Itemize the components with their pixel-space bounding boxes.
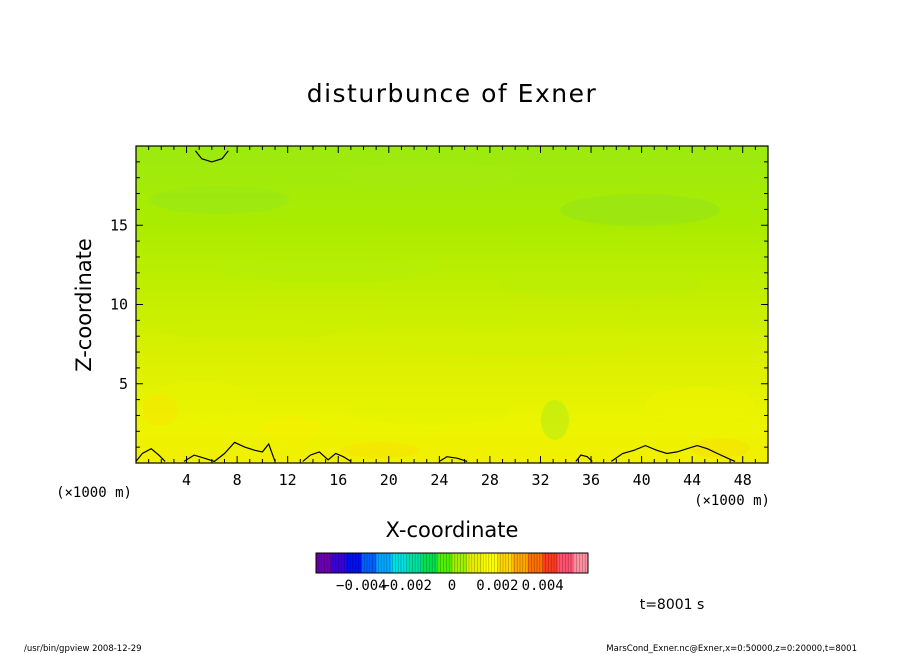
footer-right: MarsCond_Exner.nc@Exner,x=0:50000,z=0:20… <box>606 644 857 654</box>
footer-left: /usr/bin/gpview 2008-12-29 <box>24 644 142 654</box>
x-tick-label: 48 <box>734 471 752 489</box>
colorbar-swatch <box>527 553 544 573</box>
x-tick-label: 8 <box>233 471 242 489</box>
x-tick-label: 40 <box>633 471 651 489</box>
y-axis-unit: (×1000 m) <box>56 485 132 501</box>
colorbar-swatch <box>316 553 332 573</box>
colorbar <box>315 552 589 574</box>
x-tick-label: 24 <box>430 471 448 489</box>
contour-line <box>302 451 352 462</box>
x-tick-label: 16 <box>329 471 347 489</box>
x-axis-label: X-coordinate <box>386 518 519 542</box>
colorbar-swatch <box>331 553 347 573</box>
x-tick-label: 32 <box>531 471 549 489</box>
x-tick-label: 36 <box>582 471 600 489</box>
colorbar-swatch <box>467 553 483 573</box>
x-tick-label: 44 <box>683 471 701 489</box>
colorbar-swatch <box>572 553 589 573</box>
colorbar-swatch <box>452 553 468 573</box>
contour-line <box>610 444 736 462</box>
colorbar-swatch <box>436 553 453 573</box>
colorbar-swatch <box>391 553 408 573</box>
y-axis-ticks: 5 10 15 <box>110 161 768 448</box>
contour-line <box>194 150 229 163</box>
y-tick-label: 15 <box>110 216 128 234</box>
colorbar-tick-label: −0.004 <box>336 578 387 594</box>
colorbar-swatch <box>512 553 528 573</box>
colorbar-tick-label: −0.002 <box>381 578 432 594</box>
colorbar-swatch <box>421 553 438 573</box>
x-axis-unit: (×1000 m) <box>694 493 770 509</box>
colorbar-swatch <box>346 553 362 573</box>
colorbar-tick-labels: −0.004−0.002 0 0.002 0.004 <box>336 578 564 594</box>
contour-line <box>439 456 468 462</box>
contour-line <box>575 454 593 462</box>
y-tick-label: 5 <box>119 375 128 393</box>
x-tick-label: 20 <box>380 471 398 489</box>
time-label: t=8001 s <box>640 597 705 613</box>
colorbar-tick-label: 0 <box>448 578 456 594</box>
colorbar-swatch <box>482 553 498 573</box>
colorbar-frame <box>315 552 589 574</box>
colorbar-swatch <box>542 553 559 573</box>
y-tick-label: 10 <box>110 296 128 314</box>
colorbar-swatch <box>557 553 574 573</box>
y-axis-label: Z-coordinate <box>72 238 96 372</box>
colorbar-swatch <box>361 553 377 573</box>
x-tick-label: 28 <box>481 471 499 489</box>
colorbar-swatch <box>497 553 513 573</box>
colorbar-swatch <box>376 553 392 573</box>
contour-line <box>136 447 166 462</box>
x-axis-ticks: 4 8 12 16 20 24 28 32 36 40 44 48 <box>148 146 756 489</box>
colorbar-swatch <box>406 553 423 573</box>
colorbar-tick-label: 0.002 <box>476 578 518 594</box>
colorbar-tick-label: 0.004 <box>522 578 564 594</box>
contour-line <box>183 441 276 463</box>
zero-contours <box>136 150 736 463</box>
x-tick-label: 12 <box>279 471 297 489</box>
x-tick-label: 4 <box>182 471 191 489</box>
chart-title: disturbunce of Exner <box>307 79 598 108</box>
field-texture <box>140 163 755 458</box>
plot-area <box>136 146 768 463</box>
